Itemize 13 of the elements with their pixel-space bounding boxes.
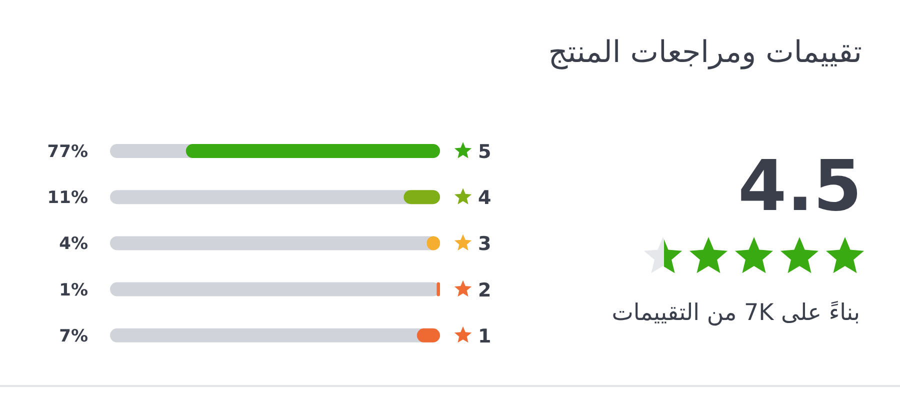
y-tick-label: 2 bbox=[478, 279, 492, 302]
data-label: 77% bbox=[47, 142, 88, 162]
data-label: 7% bbox=[59, 326, 88, 346]
y-tick-label: 4 bbox=[478, 187, 492, 210]
text: 4.5 bbox=[738, 145, 862, 227]
data-label: 4% bbox=[59, 234, 88, 254]
text: تقييمات ومراجعات المنتج bbox=[548, 35, 862, 70]
data-label: 1% bbox=[59, 280, 88, 300]
text: بناءً على 7K من التقييمات bbox=[612, 300, 860, 326]
y-tick-label: 3 bbox=[478, 233, 492, 256]
data-label: 11% bbox=[47, 188, 88, 208]
y-tick-label: 5 bbox=[478, 141, 492, 163]
y-tick-label: 1 bbox=[478, 325, 492, 348]
